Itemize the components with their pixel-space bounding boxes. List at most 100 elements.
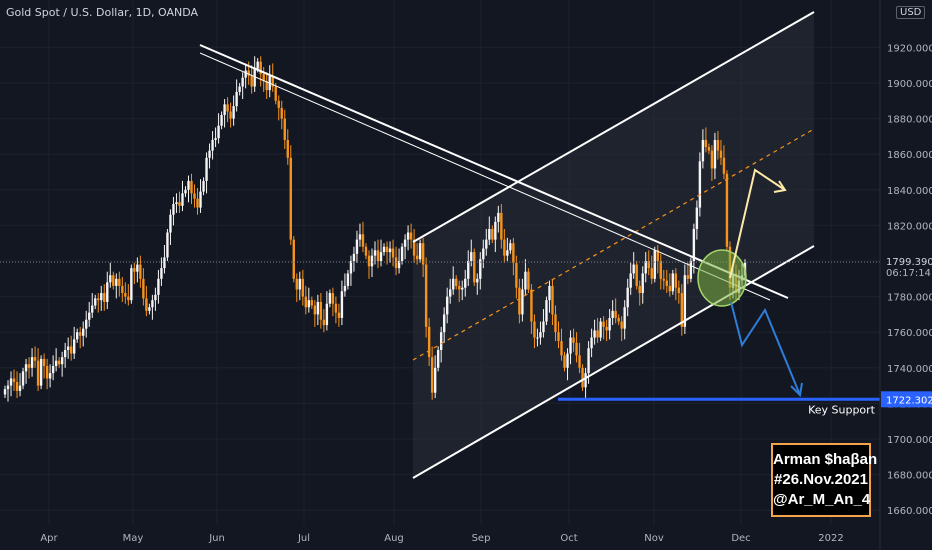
candle-body bbox=[397, 261, 401, 269]
candle-body bbox=[713, 139, 717, 169]
candle-body bbox=[36, 360, 40, 386]
candle-body bbox=[358, 234, 362, 240]
candle-body bbox=[54, 360, 58, 367]
candle-body bbox=[148, 307, 151, 311]
candle-body bbox=[331, 293, 335, 304]
candle-body bbox=[695, 207, 699, 229]
candle-body bbox=[27, 364, 31, 368]
candle-body bbox=[205, 157, 208, 181]
candle-body bbox=[145, 298, 148, 311]
candle-body bbox=[394, 257, 398, 269]
candle-body bbox=[503, 239, 506, 256]
candle-body bbox=[316, 301, 320, 315]
candle-body bbox=[551, 285, 554, 315]
candle-body bbox=[72, 339, 76, 354]
channel-upper-line bbox=[412, 11, 815, 243]
candle-body bbox=[599, 321, 602, 338]
candle-body bbox=[635, 264, 638, 286]
candle-body bbox=[707, 147, 711, 151]
candle-body bbox=[193, 193, 196, 199]
candle-body bbox=[75, 332, 79, 340]
candle-body bbox=[21, 371, 25, 386]
descending-trendline-inner bbox=[199, 52, 771, 301]
candle-body bbox=[590, 337, 593, 349]
x-tick-label: Jul bbox=[297, 533, 310, 544]
candle-body bbox=[169, 214, 172, 233]
y-tick-label: 1820.000 bbox=[887, 221, 932, 232]
candle-body bbox=[217, 125, 220, 139]
candle-body bbox=[674, 273, 678, 288]
candle-body bbox=[301, 278, 305, 297]
candle-body bbox=[202, 180, 205, 192]
candle-body bbox=[208, 150, 211, 158]
candle-body bbox=[605, 326, 608, 331]
candle-body bbox=[626, 287, 629, 308]
candle-body bbox=[343, 285, 347, 292]
candle-body bbox=[45, 366, 49, 379]
candle-body bbox=[587, 348, 590, 374]
candle-body bbox=[262, 74, 265, 82]
candle-body bbox=[449, 289, 452, 297]
candle-body bbox=[322, 319, 326, 326]
candle-body bbox=[545, 300, 548, 322]
candle-body bbox=[274, 86, 277, 101]
candle-body bbox=[88, 312, 91, 320]
candle-body bbox=[211, 139, 214, 151]
candle-body bbox=[656, 250, 659, 261]
candle-body bbox=[412, 239, 416, 256]
candle-body bbox=[409, 232, 413, 240]
x-tick-label: Jun bbox=[208, 533, 225, 544]
candle-body bbox=[665, 280, 668, 286]
candle-body bbox=[373, 250, 377, 256]
candle-body bbox=[704, 139, 708, 148]
candle-body bbox=[686, 275, 690, 279]
candle-body bbox=[151, 300, 154, 308]
candle-body bbox=[337, 312, 341, 318]
candle-body bbox=[467, 261, 470, 279]
y-tick-label: 1780.000 bbox=[887, 293, 932, 304]
candle-body bbox=[385, 246, 389, 253]
candle-body bbox=[199, 191, 202, 208]
candle-body bbox=[334, 303, 338, 313]
breakout-highlight-circle bbox=[697, 249, 747, 307]
y-tick-label: 1700.000 bbox=[887, 435, 932, 446]
candle-body bbox=[42, 358, 46, 367]
currency-label[interactable]: USD bbox=[896, 6, 926, 19]
candle-body bbox=[427, 326, 431, 358]
bullish-arrowhead bbox=[773, 180, 787, 193]
candle-body bbox=[632, 264, 635, 274]
candle-body bbox=[388, 248, 392, 253]
candle-body bbox=[39, 358, 43, 386]
candle-body bbox=[539, 332, 542, 338]
candle-body bbox=[370, 255, 374, 267]
key-support-label: Key Support bbox=[808, 403, 876, 416]
candle-body bbox=[352, 253, 356, 261]
candle-body bbox=[406, 232, 410, 240]
candle-body bbox=[458, 285, 461, 290]
candle-body bbox=[232, 106, 235, 119]
candle-body bbox=[82, 328, 85, 336]
candle-body bbox=[647, 261, 650, 269]
candle-body bbox=[118, 278, 121, 286]
candle-body bbox=[6, 385, 10, 390]
candle-body bbox=[485, 239, 488, 249]
candle-body bbox=[430, 357, 434, 393]
candle-body bbox=[265, 81, 268, 91]
candle-body bbox=[382, 246, 386, 253]
candle-body bbox=[436, 350, 440, 368]
candle-body bbox=[238, 86, 241, 92]
candle-body bbox=[602, 321, 605, 327]
candle-body bbox=[476, 278, 479, 283]
candle-body bbox=[157, 278, 160, 295]
candle-body bbox=[593, 330, 596, 338]
candle-body bbox=[533, 321, 536, 338]
candle-body bbox=[178, 202, 181, 206]
candle-body bbox=[15, 382, 19, 391]
candle-body bbox=[668, 285, 671, 292]
candle-body bbox=[710, 150, 714, 169]
y-tick-label: 1660.000 bbox=[887, 506, 932, 517]
channel-area bbox=[413, 12, 814, 478]
candle-body bbox=[500, 212, 503, 240]
candle-body bbox=[181, 193, 184, 206]
